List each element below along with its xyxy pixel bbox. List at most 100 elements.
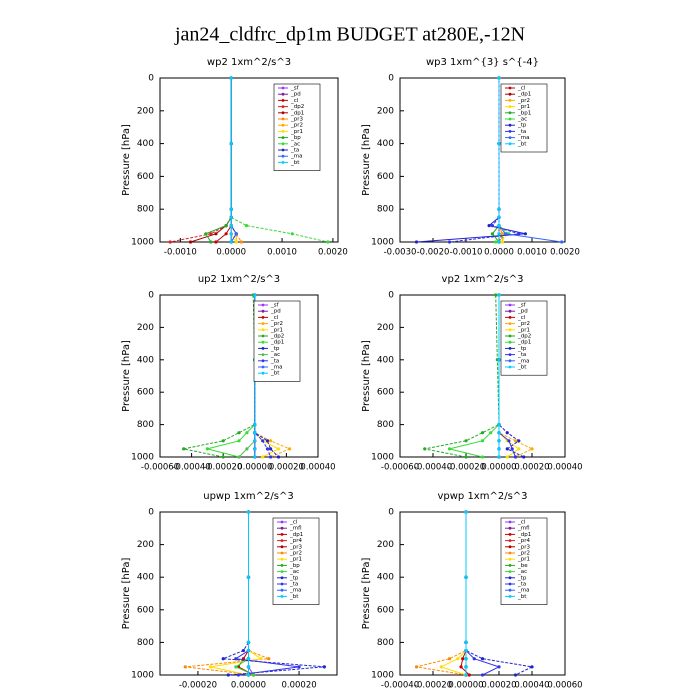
legend-marker: [508, 359, 512, 363]
legend-label: _cl: [517, 520, 526, 526]
series-point: [560, 240, 564, 244]
series-point: [253, 439, 257, 443]
legend-label: _tp: [517, 575, 527, 581]
legend-marker: [281, 99, 285, 102]
series-point: [229, 142, 233, 146]
legend-label: _ta: [290, 148, 299, 154]
y-tick-label: 200: [377, 323, 394, 333]
y-tick-label: 800: [137, 205, 154, 215]
legend-label: _ac: [290, 141, 300, 147]
y-tick-label: 800: [137, 638, 154, 648]
series-point: [239, 240, 243, 244]
legend-marker: [261, 328, 265, 332]
series-point: [480, 657, 485, 661]
panel-title: wp3 1xm^{3} s^{-4}: [426, 57, 539, 68]
legend-marker: [508, 340, 512, 344]
series-point: [267, 657, 271, 661]
plot-frame: [399, 77, 566, 243]
series-point: [507, 439, 511, 443]
legend-label: _ac: [270, 352, 280, 358]
series-point: [237, 439, 241, 443]
x-tick-label: -0.00040: [172, 463, 210, 473]
series-point: [259, 657, 263, 661]
series-point: [464, 648, 468, 653]
series-point: [253, 293, 257, 297]
legend-label: _cl: [289, 520, 298, 526]
legend-label: _ma: [289, 588, 301, 594]
legend-label: _bt: [517, 594, 527, 600]
series-point: [480, 455, 485, 459]
series-point: [290, 232, 294, 236]
legend-marker: [508, 92, 512, 96]
legend-label: _pr2: [290, 123, 303, 129]
legend-marker: [508, 316, 512, 319]
series-point: [522, 455, 526, 459]
y-tick-label: 800: [377, 638, 394, 648]
series-point: [464, 640, 468, 645]
series-point: [229, 240, 233, 244]
legend-label: _pd: [290, 92, 301, 98]
legend-label: _sf: [290, 86, 300, 92]
legend-marker: [508, 557, 512, 561]
legend-marker: [508, 564, 512, 567]
legend-marker: [280, 595, 284, 598]
legend-box: [500, 83, 548, 153]
x-tick-label: 0.0000: [484, 248, 514, 258]
x-tick-label: 0.00020: [514, 463, 549, 473]
legend-label: _dp1: [289, 532, 303, 538]
series-point: [517, 232, 521, 236]
series-point: [204, 232, 208, 236]
x-tick-label: -0.00020: [414, 681, 452, 691]
legend-label: _pr1: [270, 327, 283, 333]
legend-marker: [281, 148, 285, 152]
legend-marker: [281, 161, 285, 164]
series-point: [221, 439, 225, 443]
y-axis-label: Pressure [hPa]: [361, 124, 372, 196]
legend-marker: [280, 545, 284, 549]
legend-marker: [281, 154, 285, 158]
series-point: [287, 447, 292, 451]
y-tick-label: 200: [377, 540, 394, 550]
series-point: [214, 232, 218, 236]
legend-label: _be: [517, 563, 528, 569]
series-point: [464, 673, 468, 677]
series-point: [513, 439, 518, 443]
panel-title: wp2 1xm^2/s^3: [207, 57, 291, 68]
x-tick-label: -0.00060: [381, 463, 419, 473]
x-tick-label: 0.00000: [237, 463, 272, 473]
legend-marker: [508, 86, 512, 90]
panel-title: vpwp 1xm^2/s^3: [437, 491, 527, 502]
series-point: [500, 232, 504, 236]
series-point: [497, 224, 501, 228]
series-point: [229, 224, 233, 228]
series-point: [246, 665, 251, 669]
series-point: [505, 455, 509, 459]
y-tick-label: 1000: [131, 453, 154, 463]
legend-label: _pr2: [270, 321, 283, 327]
y-tick-label: 0: [388, 508, 394, 518]
y-tick-label: 600: [137, 605, 154, 615]
series-point: [208, 665, 213, 669]
legend-marker: [281, 111, 285, 115]
y-tick-label: 200: [377, 106, 394, 116]
legend-label: _pr1: [517, 104, 530, 110]
y-axis-label: Pressure [hPa]: [121, 124, 132, 196]
series-point: [297, 665, 301, 669]
legend-marker: [508, 570, 512, 573]
series-point: [241, 648, 246, 653]
legend-label: _ta: [289, 582, 298, 588]
series-point: [276, 447, 281, 451]
series-point: [490, 224, 494, 228]
series-point: [464, 657, 468, 661]
series-point: [246, 640, 251, 645]
series-point: [224, 224, 228, 228]
legend-marker: [508, 545, 512, 549]
legend-label: _pr4: [289, 538, 303, 544]
legend-label: _dp1: [270, 340, 284, 346]
y-tick-label: 0: [388, 74, 394, 84]
x-tick-label: 0.0000: [216, 248, 246, 258]
y-tick-label: 800: [377, 205, 394, 215]
legend-marker: [508, 334, 512, 338]
series-point: [234, 657, 238, 661]
series-point: [253, 455, 257, 459]
